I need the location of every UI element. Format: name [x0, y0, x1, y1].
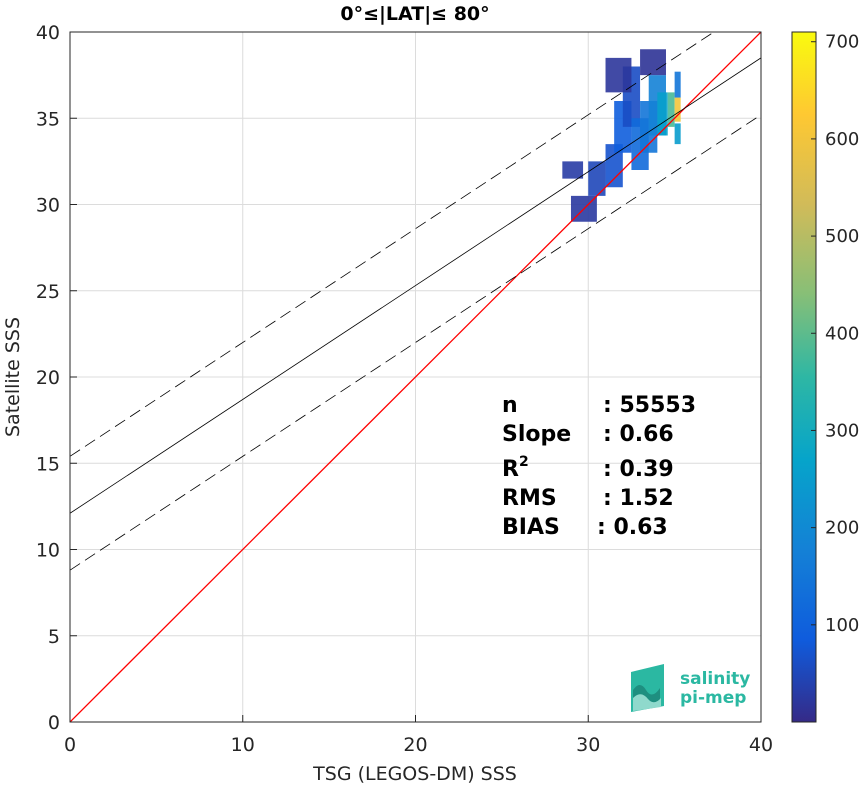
salinity-pi-mep-logo: salinity pi-mep — [631, 664, 750, 712]
density-cell — [588, 161, 606, 196]
density-cell — [605, 144, 623, 188]
colorbar-tick-label: 200 — [825, 518, 859, 539]
density-cell — [657, 92, 668, 136]
density-cell — [562, 161, 584, 179]
y-tick-labels: 0 5 10 15 20 25 30 35 40 — [36, 22, 77, 734]
colorbar-tick-label: 600 — [825, 129, 859, 150]
line-fit-1-std — [70, 32, 715, 457]
colorbar-tick-label: 500 — [825, 226, 859, 247]
colorbar-tick-label: 700 — [825, 32, 859, 53]
stat-slope-label: Slope — [502, 422, 571, 447]
line-1-1 — [70, 32, 761, 722]
stat-r2-label: R2 — [502, 454, 529, 482]
x-tick-label: 20 — [403, 734, 427, 756]
density-cell — [640, 49, 666, 76]
line-fit — [70, 57, 761, 514]
stat-rms-label: RMS — [502, 486, 557, 511]
x-tick-label: 30 — [576, 734, 600, 756]
stats-box: n : 55553 Slope : 0.66 R2 : 0.39 RMS : 1… — [502, 393, 696, 540]
stat-slope-value: : 0.66 — [603, 422, 674, 447]
colorbar-ticks: 100 200 300 400 500 600 700 — [811, 32, 859, 636]
density-cells — [562, 49, 681, 222]
y-axis-label: Satellite SSS — [2, 317, 24, 437]
stat-n-label: n — [502, 393, 518, 418]
stat-n-value: : 55553 — [603, 393, 696, 418]
x-tick-label: 40 — [749, 734, 773, 756]
chart-title: 0°≤|LAT|≤ 80° — [340, 3, 489, 25]
y-tick-label: 10 — [36, 540, 60, 562]
density-cell — [674, 71, 681, 98]
x-axis-label: TSG (LEGOS-DM) SSS — [312, 763, 517, 785]
colorbar-tick-label: 100 — [825, 615, 859, 636]
logo-icon — [631, 664, 664, 712]
y-tick-label: 5 — [48, 626, 60, 648]
line-fit-1-std — [70, 114, 761, 571]
y-tick-label: 40 — [36, 22, 60, 44]
x-tick-label: 0 — [64, 734, 76, 756]
colorbar-tick-label: 300 — [825, 420, 859, 441]
density-cell — [605, 57, 632, 93]
density-cell — [674, 97, 681, 122]
y-tick-label: 20 — [36, 367, 60, 389]
y-tick-label: 35 — [36, 108, 60, 130]
y-tick-label: 0 — [48, 712, 60, 734]
stat-bias-label: BIAS — [502, 515, 560, 540]
logo-text-salinity: salinity — [680, 669, 750, 689]
stat-bias-value: : 0.63 — [597, 515, 668, 540]
y-tick-label: 30 — [36, 195, 60, 217]
stat-r2-value: : 0.39 — [603, 457, 674, 482]
x-tick-label: 10 — [231, 734, 255, 756]
x-tick-labels: 0 10 20 30 40 — [64, 715, 773, 756]
stat-rms-value: : 1.52 — [603, 486, 674, 511]
y-tick-label: 15 — [36, 453, 60, 475]
density-cell — [674, 123, 681, 145]
y-tick-label: 25 — [36, 281, 60, 303]
colorbar — [791, 31, 817, 723]
stat-r2-superscript: 2 — [519, 454, 529, 470]
colorbar-tick-label: 400 — [825, 323, 859, 344]
logo-text-pi-mep: pi-mep — [680, 688, 746, 708]
stat-r2-letter: R — [502, 457, 519, 482]
density-cell — [667, 92, 675, 127]
regression-lines — [70, 32, 761, 722]
